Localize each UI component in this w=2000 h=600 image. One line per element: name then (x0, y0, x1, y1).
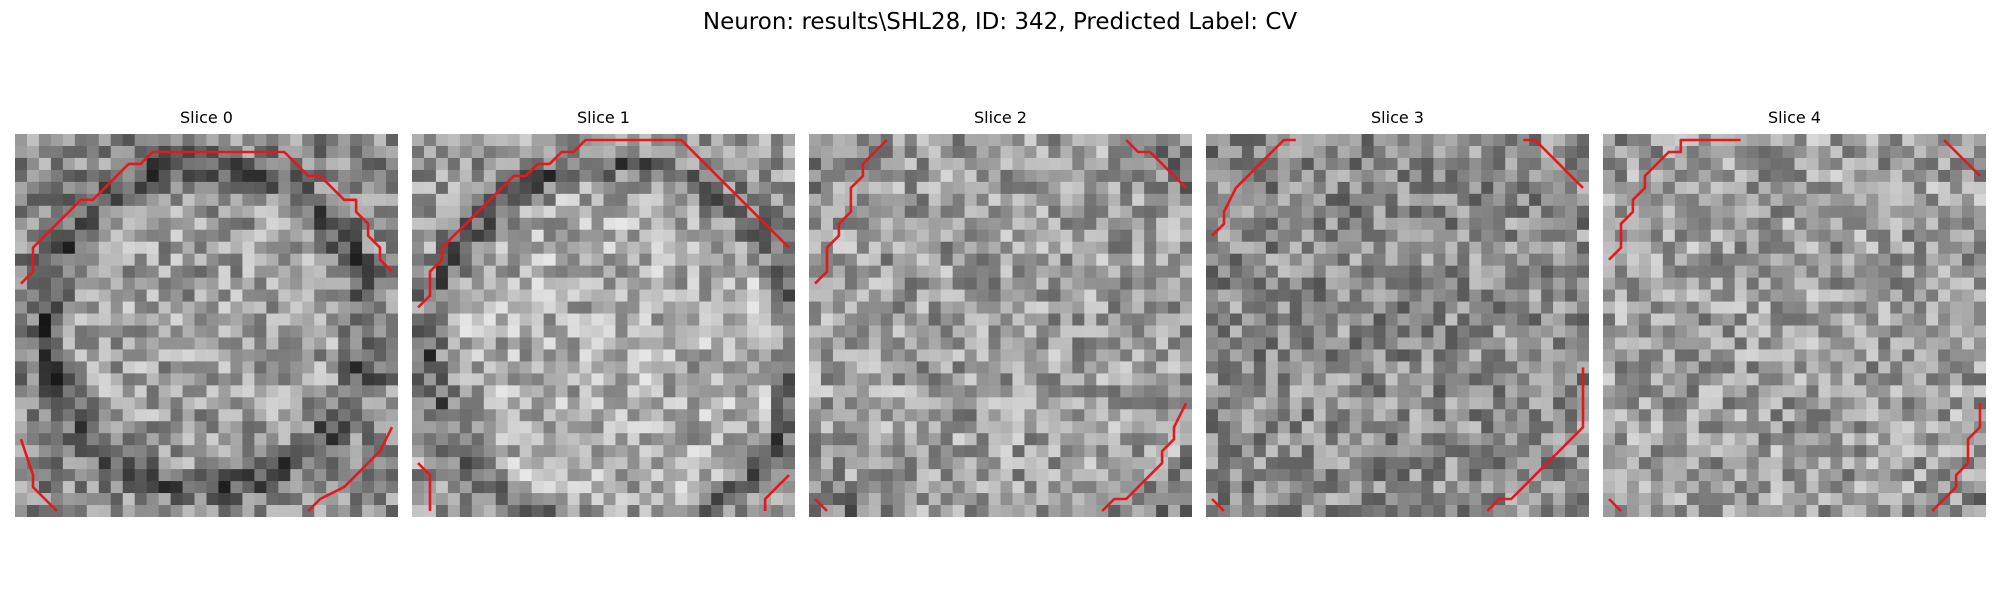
slice-title: Slice 4 (1603, 108, 1986, 128)
slice-panel-1: Slice 1 (412, 108, 795, 128)
slice-title: Slice 0 (15, 108, 398, 128)
slice-image (1206, 134, 1589, 517)
slice-panel-0: Slice 0 (15, 108, 398, 128)
slice-title: Slice 3 (1206, 108, 1589, 128)
slice-image-svg (809, 134, 1192, 517)
slice-image (1603, 134, 1986, 517)
figure-title: Neuron: results\SHL28, ID: 342, Predicte… (0, 6, 2000, 38)
slice-image (15, 134, 398, 517)
slice-panel-3: Slice 3 (1206, 108, 1589, 128)
slice-image-svg (1206, 134, 1589, 517)
slice-image-svg (1603, 134, 1986, 517)
slice-image (412, 134, 795, 517)
slice-title: Slice 2 (809, 108, 1192, 128)
slice-title: Slice 1 (412, 108, 795, 128)
slice-panel-4: Slice 4 (1603, 108, 1986, 128)
slice-image-svg (412, 134, 795, 517)
slice-image (809, 134, 1192, 517)
slice-image-svg (15, 134, 398, 517)
slice-panel-2: Slice 2 (809, 108, 1192, 128)
